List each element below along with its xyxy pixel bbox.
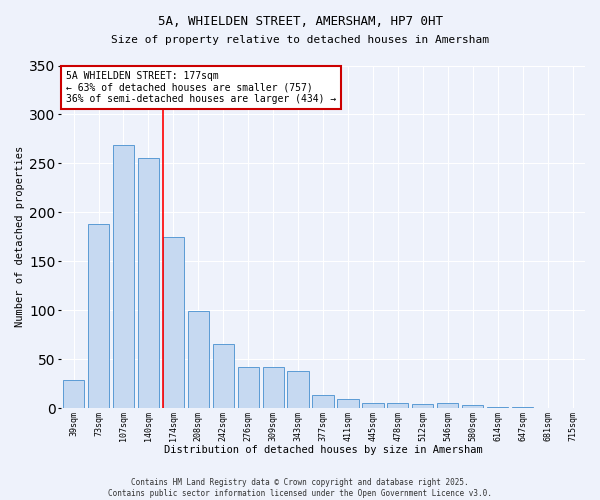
Bar (487, 407, 508, 408)
Text: 5A, WHIELDEN STREET, AMERSHAM, HP7 0HT: 5A, WHIELDEN STREET, AMERSHAM, HP7 0HT (157, 15, 443, 28)
Bar (287, 371, 309, 408)
Bar (63, 380, 84, 408)
Bar (212, 344, 234, 408)
Bar (238, 367, 259, 408)
Bar (113, 145, 134, 408)
Bar (512, 407, 533, 408)
Y-axis label: Number of detached properties: Number of detached properties (15, 146, 25, 328)
Text: 5A WHIELDEN STREET: 177sqm
← 63% of detached houses are smaller (757)
36% of sem: 5A WHIELDEN STREET: 177sqm ← 63% of deta… (67, 70, 337, 104)
Bar (88, 224, 109, 408)
Bar (313, 396, 334, 408)
X-axis label: Distribution of detached houses by size in Amersham: Distribution of detached houses by size … (164, 445, 482, 455)
Bar (412, 404, 433, 408)
Bar (462, 405, 484, 408)
Bar (362, 403, 383, 408)
Bar (437, 403, 458, 408)
Text: Size of property relative to detached houses in Amersham: Size of property relative to detached ho… (111, 35, 489, 45)
Bar (188, 311, 209, 408)
Bar (337, 399, 359, 408)
Bar (138, 158, 159, 408)
Bar (163, 237, 184, 408)
Text: Contains HM Land Registry data © Crown copyright and database right 2025.
Contai: Contains HM Land Registry data © Crown c… (108, 478, 492, 498)
Bar (387, 403, 409, 408)
Bar (263, 367, 284, 408)
